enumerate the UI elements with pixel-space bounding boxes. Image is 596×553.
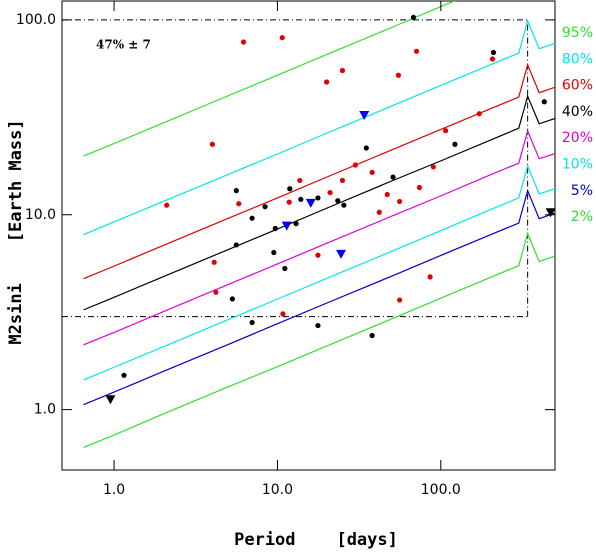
scatter-point	[272, 225, 278, 232]
plot-area	[62, 1, 555, 448]
scatter-point	[327, 189, 333, 196]
scatter-point	[209, 141, 216, 147]
series-line	[83, 231, 555, 448]
scatter-point	[229, 296, 235, 302]
scatter-point	[164, 202, 170, 208]
scatter-marker	[359, 111, 370, 121]
scatter-point	[287, 186, 293, 192]
scatter-point	[339, 177, 346, 184]
scatter-point	[297, 177, 303, 184]
legend-label: 95%	[562, 25, 593, 41]
x-tick-label: 100.0	[421, 482, 461, 498]
legend-label: 2%	[571, 209, 593, 225]
scatter-point	[233, 242, 239, 248]
scatter-point	[416, 184, 423, 191]
scatter-point	[282, 265, 288, 272]
scatter-point	[376, 209, 382, 215]
legend-label: 10%	[562, 157, 593, 173]
scatter-point	[339, 67, 346, 74]
series-line	[83, 94, 555, 311]
scatter-point	[211, 259, 217, 265]
series-line	[83, 188, 555, 406]
scatter-point	[262, 204, 268, 210]
scatter-point	[249, 215, 255, 221]
scatter-point	[476, 111, 482, 117]
scatter-point	[363, 145, 369, 151]
scatter-marker	[305, 198, 316, 208]
scatter-point	[271, 249, 277, 256]
scatter-point	[489, 56, 496, 62]
scatter-point	[430, 164, 436, 170]
scatter-point	[410, 14, 417, 20]
scatter-point	[369, 169, 375, 175]
legend-label: 20%	[562, 130, 593, 146]
scatter-point	[390, 174, 396, 180]
scatter-point	[298, 196, 304, 202]
scatter-point	[236, 201, 242, 207]
scatter-point	[397, 297, 403, 303]
scatter-point	[315, 252, 321, 258]
scatter-marker	[105, 395, 116, 405]
x-axis-label: Period [days]	[234, 530, 398, 550]
scatter-point	[315, 195, 321, 201]
legend-label: 5%	[571, 183, 593, 199]
y-tick-label: 100.0	[16, 12, 56, 28]
x-tick-label: 1.0	[103, 482, 125, 498]
series-line	[83, 129, 555, 346]
scatter-marker	[545, 208, 555, 218]
scatter-point	[352, 162, 358, 168]
legend-label: 40%	[562, 104, 593, 120]
scatter-point	[324, 79, 330, 85]
y-axis-label: M2sini [Earth Mass]	[6, 119, 26, 344]
scatter-point	[280, 311, 286, 317]
scatter-point	[427, 274, 433, 280]
y-tick-label: 1.0	[34, 402, 56, 418]
scatter-point	[286, 199, 292, 205]
scatter-point	[121, 372, 127, 378]
scatter-point	[413, 48, 420, 54]
scatter-marker	[281, 221, 292, 231]
scatter-point	[452, 141, 458, 147]
scatter-point	[315, 322, 321, 329]
scatter-point	[397, 198, 403, 205]
scatter-point	[490, 49, 497, 56]
series-line	[83, 164, 555, 381]
scatter-point	[293, 221, 299, 227]
y-tick-label: 10.0	[25, 207, 56, 223]
scatter-point	[213, 289, 219, 295]
scatter-point	[384, 191, 390, 198]
series-line	[83, 1, 456, 157]
scatter-marker	[336, 249, 347, 259]
legend-label: 80%	[562, 51, 593, 67]
scatter-point	[240, 39, 247, 45]
scatter-point	[443, 128, 449, 134]
scatter-point	[249, 319, 255, 326]
series-line	[83, 62, 555, 280]
legend-label: 60%	[562, 78, 593, 94]
series-line	[83, 19, 555, 236]
scatter-point	[395, 72, 401, 78]
x-tick-label: 10.0	[262, 482, 293, 498]
scatter-point	[233, 188, 239, 194]
plot-frame	[61, 0, 556, 471]
scatter-point	[279, 35, 285, 41]
scatter-point	[369, 332, 375, 339]
scatter-point	[341, 202, 347, 208]
scatter-point	[541, 99, 547, 105]
scatter-point	[335, 198, 341, 204]
annotation: 47% ± 7	[96, 38, 151, 52]
